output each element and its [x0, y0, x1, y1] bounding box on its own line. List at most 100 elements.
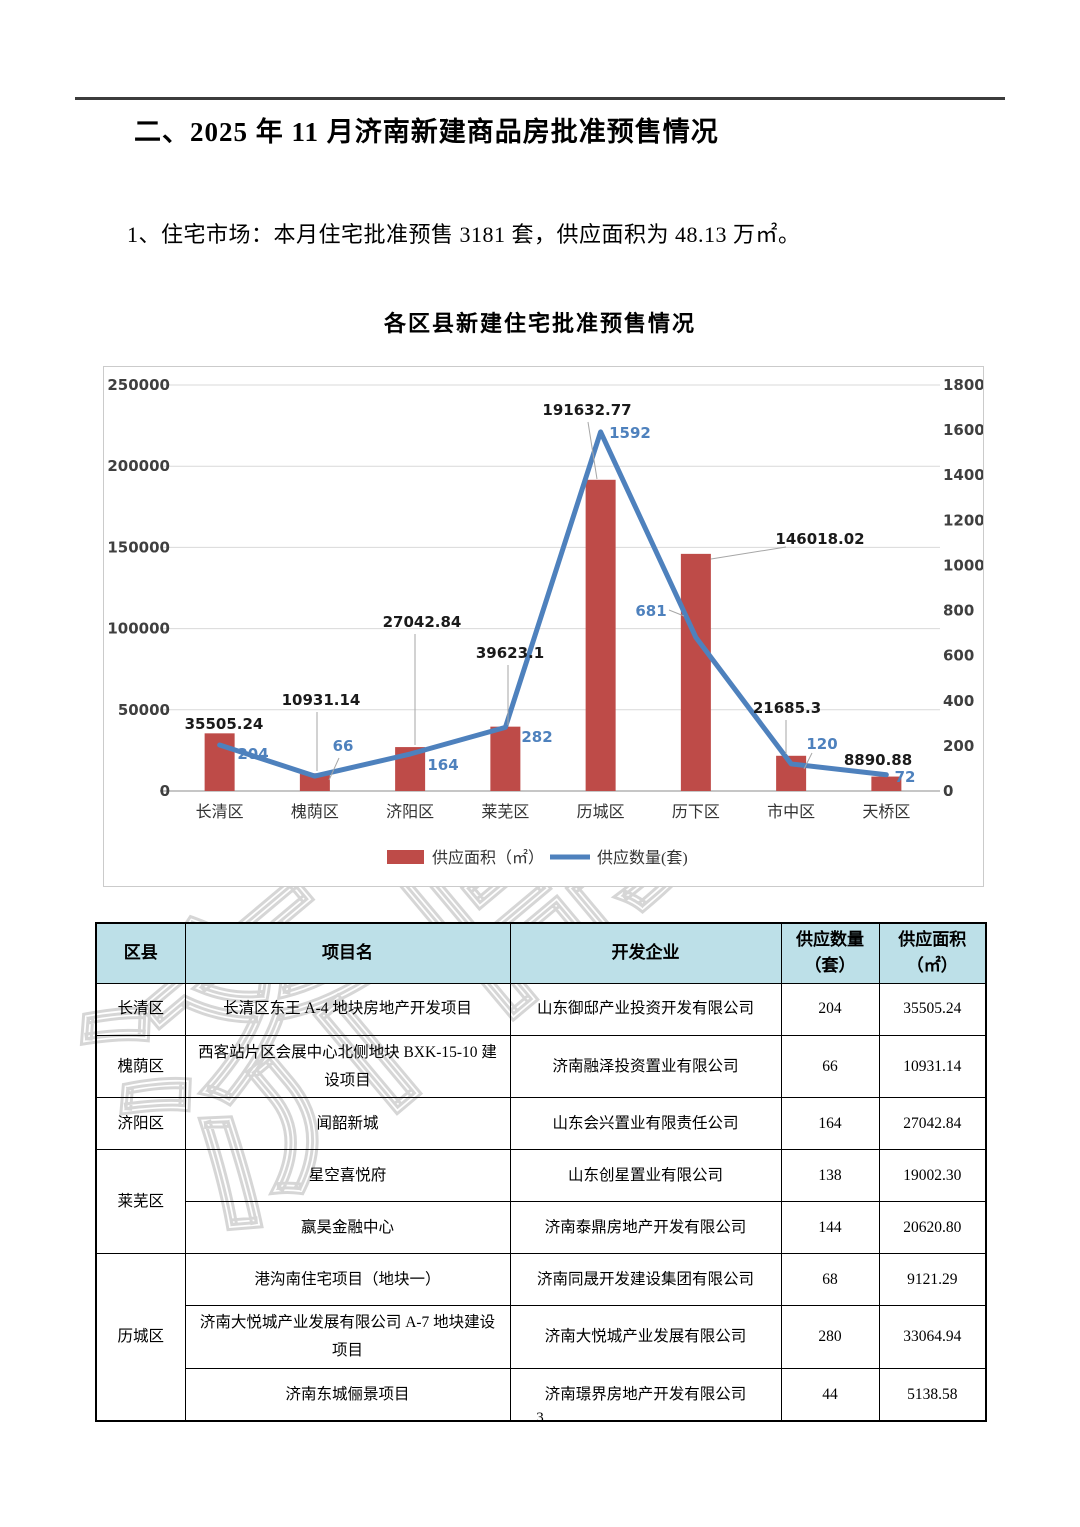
intro-paragraph: 1、住宅市场：本月住宅批准预售 3181 套，供应面积为 48.13 万㎡。	[127, 222, 801, 247]
project-cell: 闻韶新城	[184, 1097, 511, 1151]
area-cell: 35505.24	[878, 982, 987, 1036]
area-cell: 33064.94	[878, 1305, 987, 1370]
line-data-label: 681	[635, 602, 666, 620]
area-cell: 9121.29	[878, 1253, 987, 1307]
project-cell: 长清区东王 A-4 地块房地产开发项目	[184, 982, 511, 1036]
left-axis-tick: 100000	[107, 620, 170, 638]
line-series	[217, 429, 889, 779]
line-data-label: 164	[427, 756, 458, 774]
category-label: 济阳区	[386, 803, 434, 821]
bar-data-label: 21685.3	[753, 699, 821, 717]
developer-cell: 济南泰鼎房地产开发有限公司	[509, 1201, 782, 1255]
header-district: 区县	[95, 922, 186, 984]
bar-历城区	[585, 479, 616, 791]
chart-box: 0 50000 100000 150000 200000 250000 0 200 400 600…	[103, 366, 984, 887]
line-data-label: 1592	[609, 424, 651, 442]
area-cell: 20620.80	[878, 1201, 987, 1255]
label-leader-line	[328, 757, 340, 781]
project-cell: 济南大悦城产业发展有限公司 A-7 地块建设项目	[184, 1305, 511, 1370]
table-header-row: 区县 项目名 开发企业 供应数量（套） 供应面积（㎡）	[95, 922, 987, 984]
developer-cell: 山东御邸产业投资开发有限公司	[509, 982, 782, 1036]
developer-cell: 山东会兴置业有限责任公司	[509, 1097, 782, 1151]
label-leader-line	[587, 421, 598, 480]
line-data-label: 204	[237, 745, 268, 763]
left-axis-tick: 200000	[107, 457, 170, 475]
right-axis-tick: 1000	[943, 556, 983, 574]
table-row: 莱芜区 星空喜悦府 山东创星置业有限公司 138 19002.30	[95, 1149, 987, 1255]
line-data-label: 120	[806, 735, 837, 753]
area-cell: 5138.58	[878, 1368, 987, 1422]
project-cell: 星空喜悦府	[184, 1149, 511, 1203]
line-data-label: 282	[521, 728, 552, 746]
category-label: 莱芜区	[481, 803, 529, 821]
presale-chart-svg: 0 50000 100000 150000 200000 250000 0 200 400 600…	[107, 376, 983, 867]
legend-bar-label: 供应面积（㎡）	[432, 848, 544, 867]
bar-槐荫区	[299, 773, 330, 791]
right-axis-tick: 1200	[943, 511, 983, 529]
bar-莱芜区	[490, 726, 521, 791]
units-cell: 138	[780, 1149, 880, 1203]
table-row: 槐荫区 西客站片区会展中心北侧地块 BXK-15-10 建设项目 济南融泽投资置业有…	[95, 1034, 987, 1099]
developer-cell: 济南璟界房地产开发有限公司	[509, 1368, 782, 1422]
units-cell: 204	[780, 982, 880, 1036]
units-cell: 144	[780, 1201, 880, 1255]
line-data-label: 66	[333, 737, 354, 755]
right-axis-tick: 1400	[943, 466, 983, 484]
district-cell: 历城区	[95, 1253, 186, 1422]
project-cell: 济南东城俪景项目	[184, 1368, 511, 1422]
district-cell: 长清区	[95, 982, 186, 1036]
category-label: 历城区	[577, 803, 625, 821]
bar-data-label: 8890.88	[844, 751, 912, 769]
chart-title: 各区县新建住宅批准预售情况	[383, 311, 696, 336]
header-developer: 开发企业	[509, 922, 782, 984]
category-label: 历下区	[672, 804, 720, 821]
table-row: 济阳区 闻韶新城 山东会兴置业有限责任公司 164 27042.84	[95, 1097, 987, 1151]
left-axis-tick: 50000	[118, 701, 170, 719]
units-cell: 66	[780, 1034, 880, 1099]
bar-data-label: 39623.1	[476, 644, 544, 662]
category-label: 长清区	[196, 803, 244, 821]
bar-data-label: 146018.02	[775, 530, 864, 548]
category-label: 槐荫区	[291, 803, 339, 821]
developer-cell: 山东创星置业有限公司	[509, 1149, 782, 1203]
bar-data-label: 27042.84	[383, 613, 462, 631]
area-cell: 19002.30	[878, 1149, 987, 1203]
header-area: 供应面积（㎡）	[878, 922, 987, 984]
district-cell: 槐荫区	[95, 1034, 186, 1099]
units-cell: 68	[780, 1253, 880, 1307]
units-cell: 280	[780, 1305, 880, 1370]
left-axis-tick: 150000	[107, 538, 170, 556]
table-row: 嬴昊金融中心 济南泰鼎房地产开发有限公司 144 20620.80	[96, 1201, 987, 1255]
district-cell: 济阳区	[95, 1097, 186, 1151]
legend-bar-swatch	[387, 850, 424, 864]
bar-data-label: 10931.14	[282, 691, 361, 709]
bar-长清区	[204, 733, 235, 791]
table-row: 济南东城俪景项目 济南璟界房地产开发有限公司 44 5138.58	[96, 1368, 987, 1422]
developer-cell: 济南同晟开发建设集团有限公司	[509, 1253, 782, 1307]
district-cell: 莱芜区	[95, 1149, 186, 1255]
right-axis-tick: 600	[943, 647, 974, 665]
header-rule	[75, 97, 1005, 100]
category-label: 市中区	[767, 803, 815, 821]
presale-table-body: 长清区 长清区东王 A-4 地块房地产开发项目 山东御邸产业投资开发有限公司 204 3…	[95, 982, 987, 1422]
right-axis-tick: 400	[943, 692, 974, 710]
developer-cell: 济南融泽投资置业有限公司	[509, 1034, 782, 1099]
label-leader-line	[710, 546, 787, 560]
bar-data-label: 191632.77	[542, 401, 631, 419]
table-row: 济南大悦城产业发展有限公司 A-7 地块建设项目 济南大悦城产业发展有限公司 280…	[96, 1305, 987, 1370]
category-label: 天桥区	[862, 803, 910, 821]
bar-历下区	[680, 553, 711, 791]
developer-cell: 济南大悦城产业发展有限公司	[509, 1305, 782, 1370]
presale-table: 区县 项目名 开发企业 供应数量（套） 供应面积（㎡） 长清区 长清区东王 A-4…	[95, 922, 987, 1422]
legend-line-label: 供应数量(套)	[597, 848, 688, 867]
left-axis-tick: 0	[160, 782, 170, 800]
right-axis-tick: 200	[943, 737, 974, 755]
right-axis-tick: 800	[943, 602, 974, 620]
area-cell: 27042.84	[878, 1097, 987, 1151]
units-cell: 44	[780, 1368, 880, 1422]
table-row: 长清区 长清区东王 A-4 地块房地产开发项目 山东御邸产业投资开发有限公司 204 3…	[95, 982, 987, 1036]
label-leader-line	[803, 752, 813, 770]
table-row: 历城区 港沟南住宅项目（地块一） 济南同晟开发建设集团有限公司 68 9121.29	[95, 1253, 987, 1422]
project-cell: 西客站片区会展中心北侧地块 BXK-15-10 建设项目	[184, 1034, 511, 1099]
